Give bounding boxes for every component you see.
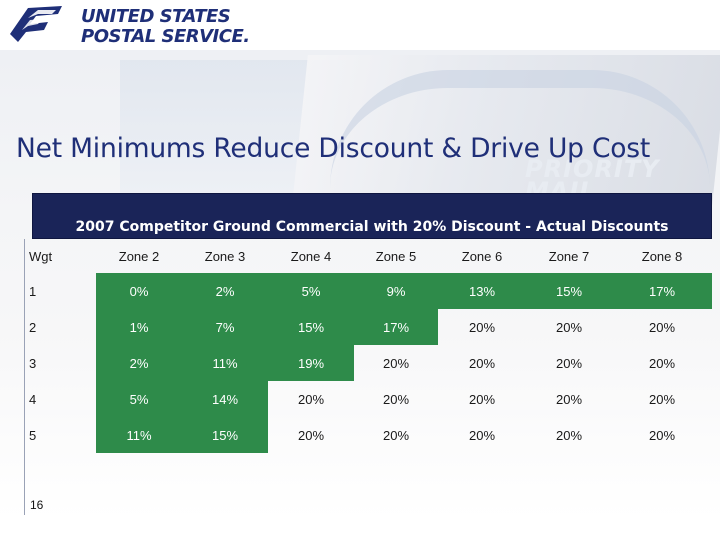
discount-cell: 2% [96, 345, 182, 381]
discount-cell: 1% [96, 309, 182, 345]
table-row: 4 5% 14% 20% 20% 20% 20% 20% [24, 381, 712, 417]
discount-cell: 20% [555, 427, 583, 443]
discount-cell: 17% [612, 273, 712, 309]
header-wgt: Wgt [29, 248, 53, 264]
header-zone: Zone 7 [548, 248, 590, 264]
discount-cell: 19% [268, 345, 354, 381]
discount-cell: 20% [555, 319, 583, 335]
discount-table: Wgt Zone 2 Zone 3 Zone 4 Zone 5 Zone 6 Zone 7 Z… [24, 239, 712, 453]
usps-logo: UNITED STATES POSTAL SERVICE. [4, 2, 250, 52]
discount-cell: 20% [648, 355, 676, 371]
header-zone: Zone 3 [204, 248, 246, 264]
discount-cell: 20% [468, 427, 496, 443]
discount-cell: 20% [648, 391, 676, 407]
discount-cell: 15% [526, 273, 612, 309]
discount-cell: 20% [382, 355, 410, 371]
logo-line-1: UNITED STATES [81, 6, 231, 27]
discount-cell: 14% [182, 381, 268, 417]
table-row: 2 1% 7% 15% 17% 20% 20% 20% [24, 309, 712, 345]
discount-cell: 0% [96, 273, 182, 309]
discount-cell: 2% [182, 273, 268, 309]
background-swoosh [330, 70, 710, 188]
header-zone: Zone 4 [290, 248, 332, 264]
table-left-border [24, 239, 25, 515]
discount-cell: 15% [268, 309, 354, 345]
discount-cell: 20% [648, 319, 676, 335]
weight-cell: 1 [29, 283, 37, 299]
discount-cell: 20% [468, 391, 496, 407]
weight-cell: 4 [29, 391, 37, 407]
discount-cell: 20% [382, 427, 410, 443]
weight-cell: 3 [29, 355, 37, 371]
discount-cell: 20% [382, 391, 410, 407]
discount-cell: 20% [555, 391, 583, 407]
discount-cell: 20% [468, 319, 496, 335]
discount-cell: 7% [182, 309, 268, 345]
discount-cell: 5% [268, 273, 354, 309]
weight-cell: 2 [29, 319, 37, 335]
header-zone: Zone 8 [641, 248, 683, 264]
discount-cell: 9% [354, 273, 438, 309]
discount-cell: 20% [468, 355, 496, 371]
table-row: 1 0% 2% 5% 9% 13% 15% 17% [24, 273, 712, 309]
header-zone: Zone 6 [461, 248, 503, 264]
logo-line-2: POSTAL SERVICE. [81, 26, 250, 47]
discount-cell: 11% [182, 345, 268, 381]
weight-cell: 5 [29, 427, 37, 443]
table-caption: 2007 Competitor Ground Commercial with 2… [32, 193, 712, 239]
table-header-row: Wgt Zone 2 Zone 3 Zone 4 Zone 5 Zone 6 Zone 7 Z… [24, 239, 712, 273]
header-zone: Zone 2 [118, 248, 160, 264]
table-row: 3 2% 11% 19% 20% 20% 20% 20% [24, 345, 712, 381]
discount-cell: 13% [438, 273, 526, 309]
eagle-icon [10, 6, 62, 42]
discount-cell: 20% [297, 427, 325, 443]
page-title: Net Minimums Reduce Discount & Drive Up … [16, 133, 651, 164]
table-row: 5 11% 15% 20% 20% 20% 20% 20% [24, 417, 712, 453]
discount-cell: 17% [354, 309, 438, 345]
discount-cell: 15% [182, 417, 268, 453]
discount-cell: 11% [96, 417, 182, 453]
header-zone: Zone 5 [375, 248, 417, 264]
discount-cell: 5% [96, 381, 182, 417]
discount-cell: 20% [297, 391, 325, 407]
page-number: 16 [30, 498, 44, 512]
discount-cell: 20% [555, 355, 583, 371]
discount-cell: 20% [648, 427, 676, 443]
